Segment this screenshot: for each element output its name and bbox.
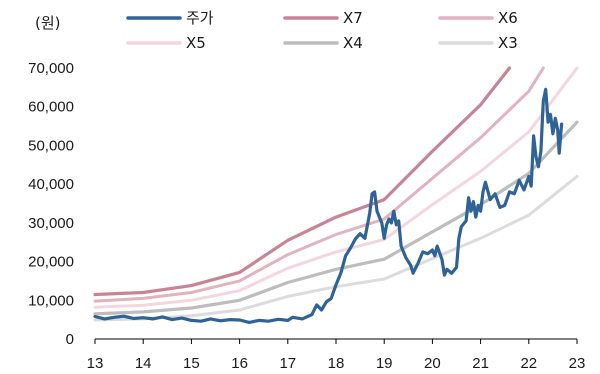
legend-label: 주가 bbox=[186, 9, 214, 27]
y-axis-unit: (원) bbox=[35, 14, 61, 32]
y-tick-label: 70,000 bbox=[28, 60, 74, 77]
legend-label: X4 bbox=[343, 34, 363, 52]
series-line-x3 bbox=[93, 174, 579, 322]
x-tick-label: 20 bbox=[424, 355, 441, 372]
x-tick-label: 19 bbox=[376, 355, 393, 372]
y-tick-label: 10,000 bbox=[28, 292, 74, 309]
series-line-x6 bbox=[93, 66, 545, 303]
legend-label: X7 bbox=[343, 9, 363, 27]
x-tick-label: 14 bbox=[135, 355, 152, 372]
y-tick-label: 50,000 bbox=[28, 137, 74, 154]
x-tick-label: 15 bbox=[183, 355, 200, 372]
x-tick-label: 16 bbox=[231, 355, 248, 372]
x-tick-label: 17 bbox=[279, 355, 296, 372]
series-line-price bbox=[93, 87, 564, 324]
legend-label: X5 bbox=[186, 34, 206, 52]
series-line-x7 bbox=[93, 66, 512, 297]
y-tick-label: 30,000 bbox=[28, 215, 74, 232]
y-tick-label: 40,000 bbox=[28, 176, 74, 193]
x-tick-label: 22 bbox=[520, 355, 537, 372]
x-tick-label: 13 bbox=[87, 355, 104, 372]
legend: 주가 X7 X6 X5 X4 X3 bbox=[126, 9, 518, 52]
y-tick-label: 0 bbox=[66, 331, 74, 348]
plot-area bbox=[93, 66, 579, 324]
x-tick-label: 18 bbox=[328, 355, 345, 372]
x-axis: 13 14 15 16 17 18 19 20 21 22 23 bbox=[87, 339, 586, 372]
legend-label: X3 bbox=[498, 34, 518, 52]
y-tick-label: 60,000 bbox=[28, 99, 74, 116]
y-tick-label: 20,000 bbox=[28, 254, 74, 271]
y-axis: 0 10,000 20,000 30,000 40,000 50,000 60,000 70,… bbox=[28, 60, 74, 348]
legend-label: X6 bbox=[498, 9, 518, 27]
x-tick-label: 23 bbox=[569, 355, 586, 372]
x-tick-label: 21 bbox=[472, 355, 489, 372]
series-line-x5 bbox=[93, 66, 579, 309]
